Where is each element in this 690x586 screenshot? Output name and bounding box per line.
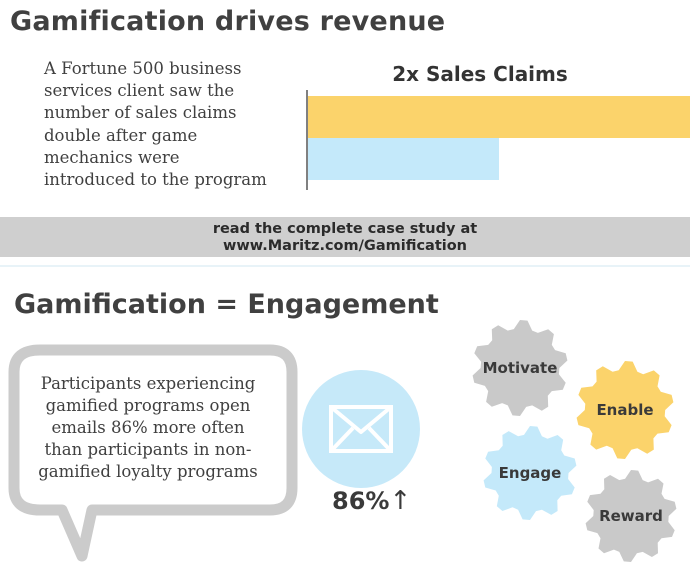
- banner-line-1: read the complete case study at: [212, 221, 478, 237]
- gear-label: Motivate: [483, 359, 558, 377]
- gear-label: Reward: [599, 507, 663, 525]
- section-title-engagement: Gamification = Engagement: [14, 289, 439, 320]
- engagement-gears: Motivate Reward Engage Enable: [472, 320, 677, 562]
- envelope-badge: [302, 370, 420, 488]
- section-divider: [0, 265, 690, 267]
- claim-line: A Fortune 500 business: [44, 59, 242, 78]
- case-study-banner: read the complete case study at www.Mari…: [0, 217, 690, 257]
- bubble-line: emails 86% more often: [51, 418, 245, 437]
- gear-label: Enable: [596, 401, 653, 419]
- bubble-line: gamified programs open: [45, 396, 251, 415]
- arrow-up-icon: ↑: [389, 486, 412, 516]
- gear-motivate: Motivate: [472, 320, 568, 416]
- claim-line: services client saw the: [44, 81, 235, 101]
- claim-line: introduced to the program: [44, 170, 267, 190]
- gear-shape: [585, 470, 677, 562]
- gear-label: Engage: [499, 464, 562, 482]
- gear-engage: Engage: [483, 426, 577, 520]
- bubble-line: than participants in non-: [44, 440, 252, 459]
- gear-shape: [472, 320, 568, 416]
- bar-1: [308, 138, 499, 180]
- chart-title: 2x Sales Claims: [392, 62, 568, 86]
- gear-shape: [483, 426, 577, 520]
- gear-shape: [576, 361, 674, 459]
- sales-claims-bar-chart: [306, 90, 690, 190]
- stat-value: 86%: [332, 487, 390, 515]
- gear-enable: Enable: [576, 361, 674, 459]
- claim-paragraph: A Fortune 500 business services client s…: [44, 58, 306, 191]
- claim-line: double after game: [44, 125, 198, 145]
- banner-link-text[interactable]: www.Maritz.com/Gamification: [222, 238, 468, 254]
- envelope-icon: [329, 405, 393, 453]
- bubble-line: gamified loyalty programs: [38, 462, 258, 481]
- claim-line: number of sales claims: [44, 103, 237, 123]
- bubble-text: Participants experiencing gamified progr…: [22, 373, 274, 483]
- bar-0: [308, 96, 690, 138]
- bubble-line: Participants experiencing: [40, 374, 256, 393]
- speech-bubble: [8, 344, 298, 562]
- open-rate-stat: 86%↑: [332, 486, 411, 516]
- section-title-revenue: Gamification drives revenue: [10, 6, 446, 37]
- gear-reward: Reward: [585, 470, 677, 562]
- claim-line: mechanics were: [44, 147, 180, 167]
